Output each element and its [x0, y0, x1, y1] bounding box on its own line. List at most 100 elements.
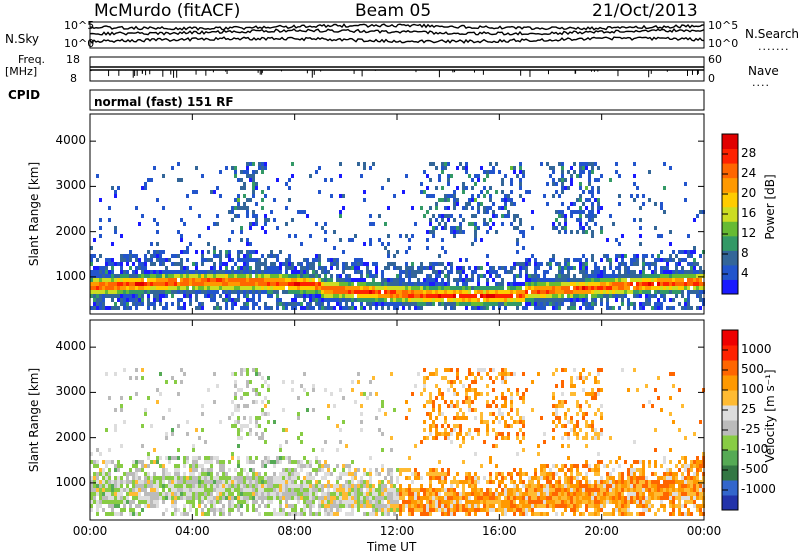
heatmap-cell — [246, 404, 249, 408]
heatmap-cell — [324, 270, 327, 274]
heatmap-cell — [300, 496, 303, 500]
heatmap-cell — [234, 302, 237, 306]
heatmap-cell — [477, 226, 480, 230]
heatmap-cell — [555, 290, 558, 294]
heatmap-cell — [294, 302, 297, 306]
heatmap-cell — [600, 206, 603, 210]
heatmap-cell — [483, 290, 486, 294]
heatmap-cell — [180, 282, 183, 286]
heatmap-cell — [318, 278, 321, 282]
heatmap-cell — [339, 488, 342, 492]
heatmap-cell — [435, 424, 438, 428]
heatmap-cell — [144, 274, 147, 278]
heatmap-cell — [237, 500, 240, 504]
heatmap-cell — [375, 492, 378, 496]
heatmap-cell — [699, 274, 702, 278]
heatmap-cell — [195, 512, 198, 516]
heatmap-cell — [510, 504, 513, 508]
heatmap-cell — [573, 500, 576, 504]
heatmap-cell — [273, 218, 276, 222]
heatmap-cell — [441, 500, 444, 504]
heatmap-cell — [219, 266, 222, 270]
heatmap-cell — [213, 496, 216, 500]
heatmap-cell — [642, 262, 645, 266]
heatmap-cell — [300, 508, 303, 512]
heatmap-cell — [636, 278, 639, 282]
nsky-panel-frame — [89, 21, 705, 49]
heatmap-cell — [357, 484, 360, 488]
heatmap-cell — [351, 484, 354, 488]
heatmap-cell — [225, 302, 228, 306]
heatmap-cell — [240, 306, 243, 310]
heatmap-cell — [585, 286, 588, 290]
heatmap-cell — [531, 274, 534, 278]
heatmap-cell — [552, 182, 555, 186]
heatmap-cell — [144, 484, 147, 488]
heatmap-cell — [231, 484, 234, 488]
heatmap-cell — [111, 274, 114, 278]
heatmap-cell — [99, 278, 102, 282]
heatmap-cell — [486, 372, 489, 376]
heatmap-cell — [444, 504, 447, 508]
heatmap-cell — [483, 440, 486, 444]
heatmap-cell — [381, 274, 384, 278]
heatmap-cell — [426, 472, 429, 476]
heatmap-cell — [345, 290, 348, 294]
heatmap-cell — [204, 274, 207, 278]
heatmap-cell — [645, 298, 648, 302]
heatmap-cell — [90, 270, 93, 274]
heatmap-cell — [519, 218, 522, 222]
heatmap-cell — [117, 468, 120, 472]
heatmap-cell — [522, 484, 525, 488]
heatmap-cell — [156, 286, 159, 290]
heatmap-cell — [507, 302, 510, 306]
heatmap-cell — [267, 290, 270, 294]
heatmap-cell — [222, 464, 225, 468]
heatmap-cell — [558, 306, 561, 310]
heatmap-cell — [582, 282, 585, 286]
heatmap-cell — [591, 306, 594, 310]
heatmap-cell — [492, 202, 495, 206]
heatmap-cell — [336, 294, 339, 298]
heatmap-cell — [309, 278, 312, 282]
heatmap-cell — [489, 294, 492, 298]
heatmap-cell — [468, 202, 471, 206]
heatmap-cell — [372, 162, 375, 166]
heatmap-cell — [423, 298, 426, 302]
heatmap-cell — [342, 496, 345, 500]
heatmap-cell — [495, 432, 498, 436]
heatmap-cell — [246, 460, 249, 464]
heatmap-cell — [168, 476, 171, 480]
heatmap-cell — [303, 496, 306, 500]
heatmap-cell — [120, 274, 123, 278]
heatmap-cell — [156, 480, 159, 484]
heatmap-cell — [630, 290, 633, 294]
heatmap-cell — [204, 480, 207, 484]
heatmap-cell — [585, 198, 588, 202]
heatmap-cell — [540, 476, 543, 480]
heatmap-cell — [549, 484, 552, 488]
heatmap-cell — [108, 488, 111, 492]
heatmap-cell — [408, 496, 411, 500]
heatmap-cell — [246, 508, 249, 512]
heatmap-cell — [270, 286, 273, 290]
heatmap-cell — [447, 206, 450, 210]
heatmap-cell — [243, 182, 246, 186]
heatmap-cell — [480, 420, 483, 424]
heatmap-cell — [618, 278, 621, 282]
heatmap-cell — [408, 294, 411, 298]
heatmap-cell — [543, 302, 546, 306]
heatmap-cell — [564, 416, 567, 420]
heatmap-cell — [486, 262, 489, 266]
heatmap-cell — [489, 504, 492, 508]
heatmap-cell — [513, 488, 516, 492]
heatmap-cell — [246, 456, 249, 460]
heatmap-cell — [543, 440, 546, 444]
heatmap-cell — [513, 170, 516, 174]
heatmap-cell — [585, 162, 588, 166]
heatmap-cell — [600, 270, 603, 274]
heatmap-cell — [294, 306, 297, 310]
heatmap-cell — [546, 500, 549, 504]
heatmap-cell — [105, 460, 108, 464]
heatmap-cell — [360, 428, 363, 432]
